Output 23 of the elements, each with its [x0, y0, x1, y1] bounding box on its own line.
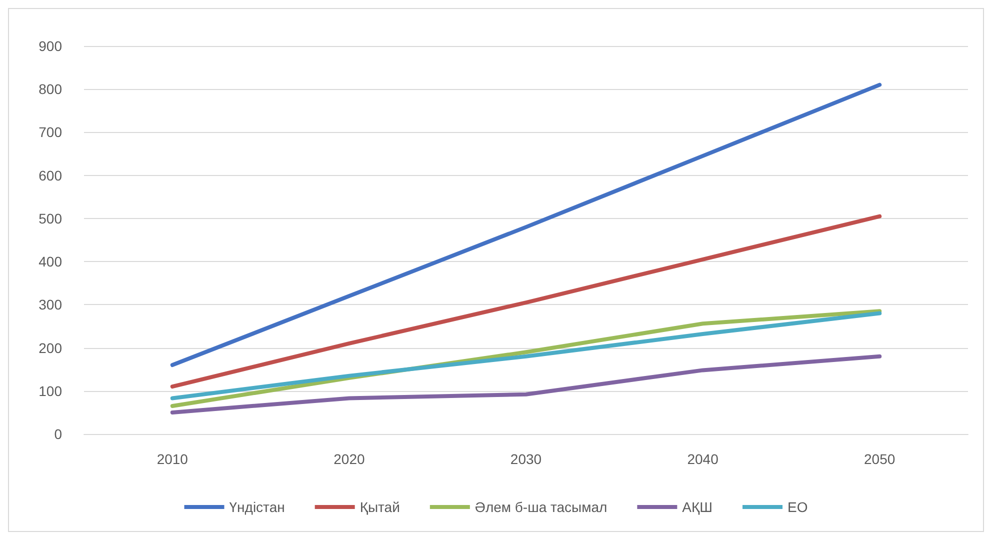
- line-series: [170, 354, 882, 414]
- legend-label: АҚШ: [682, 499, 713, 515]
- y-tick-label: 100: [38, 382, 62, 399]
- legend-label: Үндістан: [229, 499, 285, 515]
- line-series: [170, 214, 882, 389]
- line-series: [170, 82, 882, 368]
- y-tick-label: 700: [38, 124, 62, 140]
- y-tick-label: 500: [38, 210, 62, 226]
- y-tick-label: 0: [54, 426, 62, 442]
- x-tick-label: 2030: [510, 451, 542, 467]
- y-tick-label: 600: [38, 167, 62, 184]
- y-tick-label: 300: [38, 296, 62, 313]
- y-tick-label: 900: [38, 38, 62, 54]
- x-tick-label: 2020: [334, 451, 365, 467]
- legend-label: Әлем б-ша тасымал: [474, 499, 608, 515]
- x-tick-label: 2040: [687, 451, 719, 467]
- legend-label: Қытай: [360, 499, 400, 515]
- y-tick-label: 400: [38, 254, 62, 270]
- x-tick-label: 2050: [864, 451, 896, 467]
- y-tick-label: 200: [38, 340, 62, 356]
- x-tick-label: 2010: [156, 451, 188, 467]
- legend-label: ЕО: [788, 499, 808, 515]
- y-tick-label: 800: [38, 81, 62, 98]
